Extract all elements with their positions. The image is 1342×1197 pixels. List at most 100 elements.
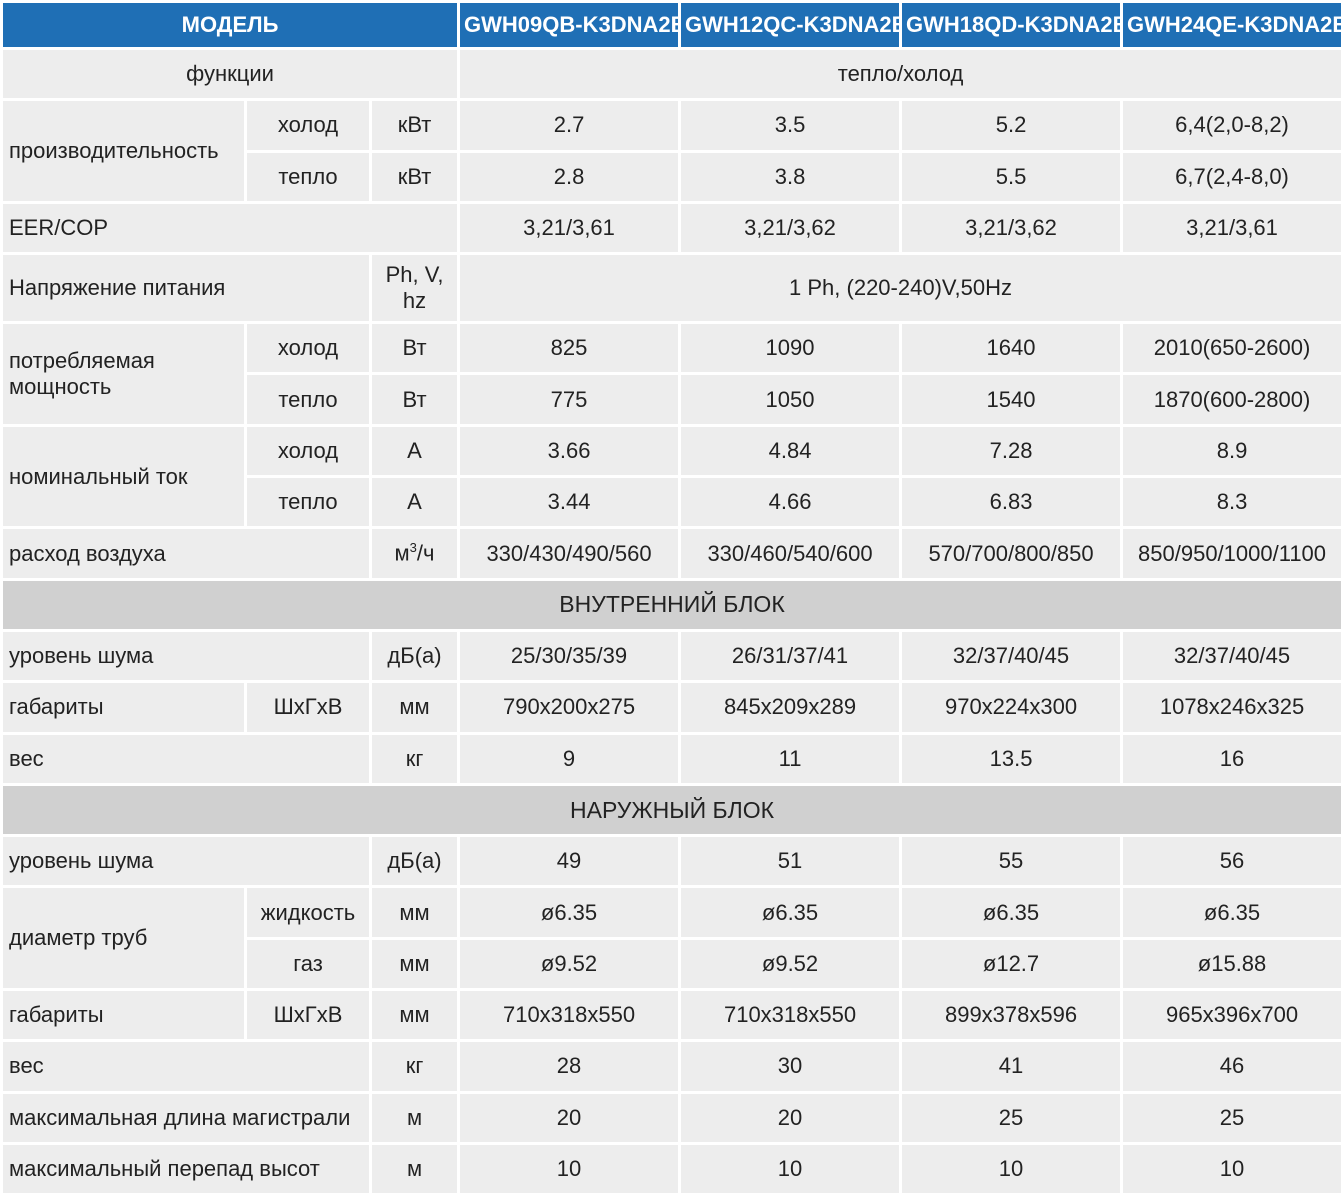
voltage-unit: Ph, V, hz	[372, 255, 458, 322]
capacity-cold-value: 5.2	[902, 101, 1121, 150]
functions-label: функции	[3, 50, 458, 99]
capacity-heat-unit: кВт	[372, 152, 458, 201]
outdoor-weight-value: 46	[1123, 1042, 1342, 1091]
capacity-heat-value: 6,7(2,4-8,0)	[1123, 152, 1342, 201]
power-heat-value: 1050	[681, 375, 900, 424]
capacity-label: производительность	[3, 101, 244, 201]
power-cold-mode: холод	[247, 324, 369, 373]
outdoor-dims-value: 899x378x596	[902, 991, 1121, 1040]
airflow-unit-base: м	[394, 540, 410, 566]
indoor-noise-row: уровень шума дБ(а) 25/30/35/39 26/31/37/…	[3, 631, 1342, 681]
airflow-value: 570/700/800/850	[902, 529, 1121, 578]
voltage-value: 1 Ph, (220-240)V,50Hz	[460, 255, 1342, 322]
outdoor-noise-value: 51	[681, 837, 900, 886]
current-cold-unit: A	[372, 426, 458, 476]
max-length-row: максимальная длина магистрали м 20 20 25…	[3, 1093, 1342, 1142]
indoor-noise-value: 32/37/40/45	[902, 631, 1121, 681]
outdoor-noise-label: уровень шума	[3, 837, 369, 886]
indoor-noise-value: 26/31/37/41	[681, 631, 900, 681]
capacity-cold-unit: кВт	[372, 101, 458, 150]
indoor-noise-value: 32/37/40/45	[1123, 631, 1342, 681]
max-height-value: 10	[460, 1144, 679, 1194]
pipes-gas-value: ø12.7	[902, 939, 1121, 989]
indoor-weight-value: 13.5	[902, 734, 1121, 783]
functions-value: тепло/холод	[460, 50, 1342, 99]
outdoor-weight-unit: кг	[372, 1042, 458, 1091]
indoor-dims-value: 845x209x289	[681, 683, 900, 732]
pipes-liquid-value: ø6.35	[902, 888, 1121, 937]
current-heat-value: 8.3	[1123, 478, 1342, 527]
power-heat-value: 1540	[902, 375, 1121, 424]
capacity-cold-value: 6,4(2,0-8,2)	[1123, 101, 1342, 150]
outdoor-dims-unit: мм	[372, 991, 458, 1040]
outdoor-section-row: НАРУЖНЫЙ БЛОК	[3, 785, 1342, 835]
outdoor-dims-row: габариты ШхГхВ мм 710x318x550 710x318x55…	[3, 991, 1342, 1040]
capacity-heat-value: 2.8	[460, 152, 679, 201]
capacity-cold-value: 2.7	[460, 101, 679, 150]
outdoor-section-title: НАРУЖНЫЙ БЛОК	[3, 785, 1342, 835]
airflow-value: 330/460/540/600	[681, 529, 900, 578]
outdoor-dims-value: 710x318x550	[681, 991, 900, 1040]
outdoor-noise-value: 49	[460, 837, 679, 886]
pipes-liquid-value: ø6.35	[681, 888, 900, 937]
airflow-label: расход воздуха	[3, 529, 369, 578]
current-heat-value: 6.83	[902, 478, 1121, 527]
outdoor-noise-value: 55	[902, 837, 1121, 886]
voltage-label: Напряжение питания	[3, 255, 369, 322]
capacity-heat-row: тепло кВт 2.8 3.8 5.5 6,7(2,4-8,0)	[3, 152, 1342, 201]
indoor-weight-unit: кг	[372, 734, 458, 783]
indoor-section-title: ВНУТРЕННИЙ БЛОК	[3, 580, 1342, 629]
pipes-liquid-value: ø6.35	[1123, 888, 1342, 937]
indoor-dims-label: габариты	[3, 683, 244, 732]
airflow-value: 330/430/490/560	[460, 529, 679, 578]
max-length-label: максимальная длина магистрали	[3, 1093, 369, 1142]
pipes-gas-sub: газ	[247, 939, 369, 989]
current-heat-value: 3.44	[460, 478, 679, 527]
model-header-2: GWH12QC-K3DNA2B	[681, 3, 900, 47]
current-heat-row: тепло A 3.44 4.66 6.83 8.3	[3, 478, 1342, 527]
eer-row: EER/COP 3,21/3,61 3,21/3,62 3,21/3,62 3,…	[3, 203, 1342, 253]
power-label: потребляемая мощность	[3, 324, 244, 424]
outdoor-weight-value: 41	[902, 1042, 1121, 1091]
indoor-dims-sub: ШхГхВ	[247, 683, 369, 732]
power-heat-value: 1870(600-2800)	[1123, 375, 1342, 424]
outdoor-dims-value: 710x318x550	[460, 991, 679, 1040]
power-cold-unit: Вт	[372, 324, 458, 373]
capacity-heat-mode: тепло	[247, 152, 369, 201]
outdoor-weight-row: вес кг 28 30 41 46	[3, 1042, 1342, 1091]
airflow-unit-tail: /ч	[416, 540, 435, 566]
current-cold-value: 7.28	[902, 426, 1121, 476]
airflow-value: 850/950/1000/1100	[1123, 529, 1342, 578]
current-label: номинальный ток	[3, 426, 244, 527]
pipes-liquid-unit: мм	[372, 888, 458, 937]
capacity-cold-mode: холод	[247, 101, 369, 150]
pipes-liquid-row: диаметр труб жидкость мм ø6.35 ø6.35 ø6.…	[3, 888, 1342, 989]
max-length-value: 25	[902, 1093, 1121, 1142]
capacity-heat-value: 5.5	[902, 152, 1121, 201]
pipes-gas-row: газ мм ø9.52 ø9.52 ø12.7 ø15.88	[3, 939, 1342, 989]
indoor-section-row: ВНУТРЕННИЙ БЛОК	[3, 580, 1342, 629]
max-height-row: максимальный перепад высот м 10 10 10 10	[3, 1144, 1342, 1194]
indoor-weight-value: 16	[1123, 734, 1342, 783]
max-height-value: 10	[902, 1144, 1121, 1194]
airflow-unit-sup: 3	[409, 540, 417, 556]
max-length-value: 20	[460, 1093, 679, 1142]
capacity-cold-value: 3.5	[681, 101, 900, 150]
max-length-unit: м	[372, 1093, 458, 1142]
eer-value: 3,21/3,62	[902, 203, 1121, 253]
eer-value: 3,21/3,61	[460, 203, 679, 253]
indoor-weight-row: вес кг 9 11 13.5 16	[3, 734, 1342, 783]
pipes-label: диаметр труб	[3, 888, 244, 989]
power-heat-unit: Вт	[372, 375, 458, 424]
max-height-unit: м	[372, 1144, 458, 1194]
functions-row: функции тепло/холод	[3, 50, 1342, 99]
model-header-3: GWH18QD-K3DNA2B	[902, 3, 1121, 47]
outdoor-noise-value: 56	[1123, 837, 1342, 886]
current-cold-mode: холод	[247, 426, 369, 476]
indoor-noise-label: уровень шума	[3, 631, 369, 681]
pipes-gas-value: ø15.88	[1123, 939, 1342, 989]
outdoor-weight-value: 28	[460, 1042, 679, 1091]
outdoor-dims-sub: ШхГхВ	[247, 991, 369, 1040]
power-cold-value: 1640	[902, 324, 1121, 373]
